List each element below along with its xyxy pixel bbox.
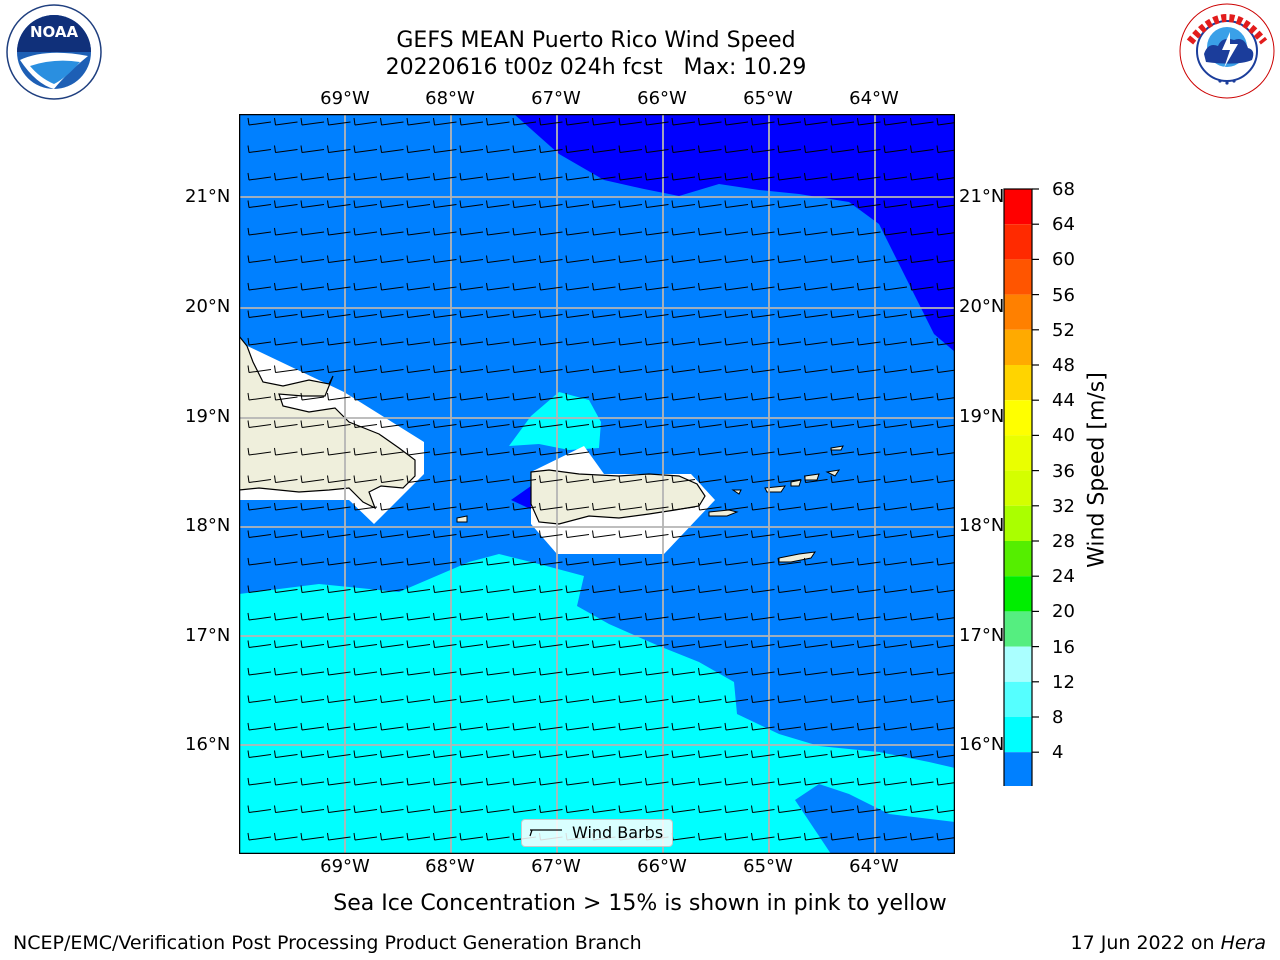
colorbar-tick-label: 36 <box>1052 460 1075 482</box>
footer-date-text: 17 Jun 2022 on <box>1070 932 1221 954</box>
colorbar-segment <box>1004 505 1032 541</box>
colorbar-tick-label: 68 <box>1052 179 1075 200</box>
colorbar-tick-label: 28 <box>1052 531 1075 552</box>
colorbar-tick-label: 20 <box>1052 601 1075 623</box>
lat-label-left-21n: 21°N <box>185 186 231 207</box>
wind-speed-map <box>238 113 961 858</box>
wind-barb-field <box>247 117 961 841</box>
colorbar-tick-label: 52 <box>1052 319 1075 341</box>
colorbar-segment <box>1004 435 1032 471</box>
footer-date: 17 Jun 2022 on Hera <box>1071 932 1266 954</box>
wind-barb-legend: Wind Barbs <box>521 819 673 847</box>
band-under-4-area <box>514 114 955 352</box>
lon-label-top-68w: 68°W <box>425 88 475 109</box>
colorbar-tick-label: 24 <box>1052 566 1075 588</box>
colorbar-segment <box>1004 400 1032 436</box>
colorbar-segment <box>1004 717 1032 753</box>
sea-ice-note: Sea Ice Concentration > 15% is shown in … <box>333 891 947 916</box>
map-frame <box>238 113 956 855</box>
lat-label-right-18n: 18°N <box>959 515 1005 536</box>
land-culebra <box>731 489 742 495</box>
colorbar-tick-label: 4 <box>1052 742 1064 764</box>
colorbar-segment <box>1004 541 1032 577</box>
colorbar <box>995 186 1055 817</box>
colorbar-segment <box>1004 365 1032 401</box>
lat-label-right-16n: 16°N <box>959 734 1005 755</box>
colorbar-segment <box>1004 752 1032 788</box>
colorbar-tick-label: 32 <box>1052 495 1075 517</box>
lon-label-bottom-64w: 64°W <box>849 856 899 877</box>
lat-label-left-16n: 16°N <box>185 734 231 755</box>
colorbar-segment <box>1004 224 1032 260</box>
chart-title-line2: 20220616 t00z 024h fcst Max: 10.29 <box>385 55 807 80</box>
colorbar-segment <box>1004 259 1032 295</box>
footer-credit: NCEP/EMC/Verification Post Processing Pr… <box>13 932 642 954</box>
colorbar-segment <box>1004 294 1032 330</box>
lat-label-right-21n: 21°N <box>959 186 1005 207</box>
colorbar-segment <box>1004 576 1032 612</box>
lat-label-right-20n: 20°N <box>959 296 1005 317</box>
lon-label-top-64w: 64°W <box>849 88 899 109</box>
lon-label-bottom-67w: 67°W <box>531 856 581 877</box>
wind-barb-legend-label: Wind Barbs <box>572 823 664 842</box>
colorbar-segment <box>1004 611 1032 647</box>
land-virgin-gorda <box>825 469 841 477</box>
wind-barbs <box>247 117 961 841</box>
land-vieques <box>708 509 739 517</box>
colorbar-tick-label: 8 <box>1052 707 1064 728</box>
land-mona-island <box>456 515 468 523</box>
lat-label-right-17n: 17°N <box>959 625 1005 646</box>
lon-label-bottom-68w: 68°W <box>425 856 475 877</box>
nws-logo <box>1178 2 1276 100</box>
colorbar-tick-label: 56 <box>1052 284 1075 306</box>
lat-label-left-19n: 19°N <box>185 406 231 427</box>
colorbar-segment <box>1004 329 1032 365</box>
colorbar-segment <box>1004 646 1032 682</box>
colorbar-segment <box>1004 470 1032 506</box>
colorbar-tick-label: 16 <box>1052 636 1075 658</box>
colorbar-tick-label: 40 <box>1052 425 1075 447</box>
colorbar-ticks: 68 64 60 56 52 48 44 40 36 32 28 24 20 16 12 8 4 <box>1052 179 1102 770</box>
lon-label-top-66w: 66°W <box>637 88 687 109</box>
lat-label-left-18n: 18°N <box>185 515 231 536</box>
wind-barb-legend-icon <box>529 829 562 837</box>
land-st-john <box>790 479 802 487</box>
band-8-12-south <box>239 554 955 854</box>
lat-label-right-19n: 19°N <box>959 406 1005 427</box>
colorbar-tick-label: 48 <box>1052 355 1075 376</box>
lat-label-left-20n: 20°N <box>185 296 231 317</box>
land-st-thomas <box>764 485 787 493</box>
chart-title-line1: GEFS MEAN Puerto Rico Wind Speed <box>396 28 796 53</box>
footer-host: Hera <box>1220 932 1266 954</box>
lat-label-left-17n: 17°N <box>185 625 231 646</box>
colorbar-tick-label: 44 <box>1052 390 1075 412</box>
noaa-logo: NOAA <box>6 4 102 100</box>
noaa-logo-text: NOAA <box>30 23 79 41</box>
lon-label-top-65w: 65°W <box>743 88 793 109</box>
colorbar-segment <box>1004 681 1032 717</box>
colorbar-segment <box>1004 189 1032 225</box>
colorbar-tick-label: 12 <box>1052 671 1075 693</box>
colorbar-label: Wind Speed [m/s] <box>1084 372 1110 568</box>
band-8-12-north-patch <box>509 392 601 450</box>
lon-label-bottom-65w: 65°W <box>743 856 793 877</box>
lon-label-bottom-66w: 66°W <box>637 856 687 877</box>
lon-label-bottom-69w: 69°W <box>320 856 370 877</box>
colorbar-tick-label: 60 <box>1052 249 1075 271</box>
lon-label-top-69w: 69°W <box>320 88 370 109</box>
colorbar-tick-label: 64 <box>1052 214 1075 236</box>
lon-label-top-67w: 67°W <box>531 88 581 109</box>
